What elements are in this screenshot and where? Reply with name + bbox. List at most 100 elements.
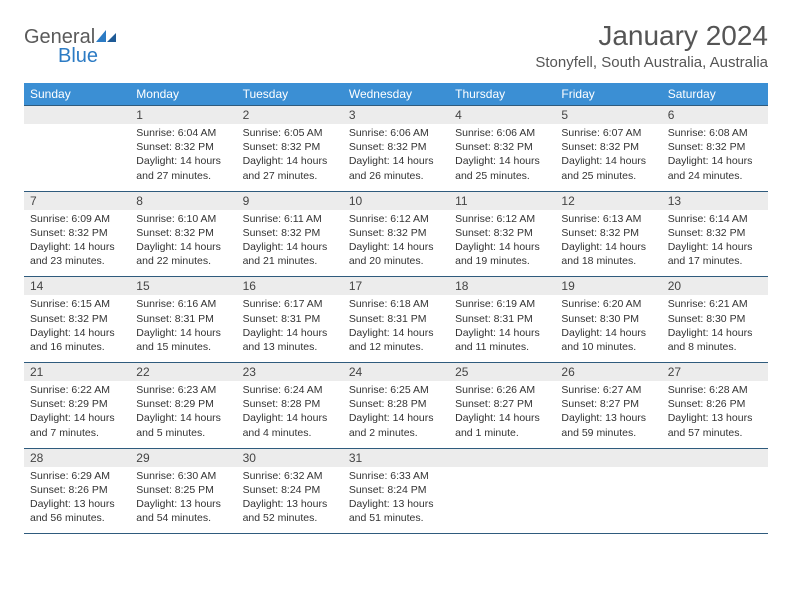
day-details: Sunrise: 6:09 AMSunset: 8:32 PMDaylight:…: [24, 210, 130, 277]
daylight-text: Daylight: 14 hours: [561, 326, 655, 340]
daylight-text: and 13 minutes.: [243, 340, 337, 354]
day-header: Sunday: [24, 83, 130, 106]
sunrise-text: Sunrise: 6:29 AM: [30, 469, 124, 483]
day-details: Sunrise: 6:24 AMSunset: 8:28 PMDaylight:…: [237, 381, 343, 448]
day-cell: 21Sunrise: 6:22 AMSunset: 8:29 PMDayligh…: [24, 363, 130, 449]
day-cell: 17Sunrise: 6:18 AMSunset: 8:31 PMDayligh…: [343, 277, 449, 363]
day-number: 10: [343, 192, 449, 210]
header: GeneralBlue January 2024 Stonyfell, Sout…: [24, 20, 768, 71]
day-cell: 12Sunrise: 6:13 AMSunset: 8:32 PMDayligh…: [555, 191, 661, 277]
day-cell: 18Sunrise: 6:19 AMSunset: 8:31 PMDayligh…: [449, 277, 555, 363]
daylight-text: and 27 minutes.: [243, 169, 337, 183]
daylight-text: and 4 minutes.: [243, 426, 337, 440]
daylight-text: and 52 minutes.: [243, 511, 337, 525]
sunset-text: Sunset: 8:32 PM: [349, 140, 443, 154]
day-cell: 20Sunrise: 6:21 AMSunset: 8:30 PMDayligh…: [662, 277, 768, 363]
day-header: Monday: [130, 83, 236, 106]
daylight-text: and 11 minutes.: [455, 340, 549, 354]
day-number: 1: [130, 106, 236, 124]
day-cell: 26Sunrise: 6:27 AMSunset: 8:27 PMDayligh…: [555, 363, 661, 449]
day-details: Sunrise: 6:10 AMSunset: 8:32 PMDaylight:…: [130, 210, 236, 277]
day-cell: 19Sunrise: 6:20 AMSunset: 8:30 PMDayligh…: [555, 277, 661, 363]
sunset-text: Sunset: 8:32 PM: [30, 226, 124, 240]
day-details: Sunrise: 6:20 AMSunset: 8:30 PMDaylight:…: [555, 295, 661, 362]
daylight-text: and 18 minutes.: [561, 254, 655, 268]
daylight-text: Daylight: 14 hours: [349, 154, 443, 168]
day-header: Wednesday: [343, 83, 449, 106]
daylight-text: Daylight: 14 hours: [30, 326, 124, 340]
day-cell: 30Sunrise: 6:32 AMSunset: 8:24 PMDayligh…: [237, 448, 343, 534]
day-number: 14: [24, 277, 130, 295]
day-number: 5: [555, 106, 661, 124]
day-details: Sunrise: 6:28 AMSunset: 8:26 PMDaylight:…: [662, 381, 768, 448]
day-cell: 31Sunrise: 6:33 AMSunset: 8:24 PMDayligh…: [343, 448, 449, 534]
day-number: [662, 449, 768, 467]
sunrise-text: Sunrise: 6:14 AM: [668, 212, 762, 226]
day-number: 16: [237, 277, 343, 295]
day-details: Sunrise: 6:15 AMSunset: 8:32 PMDaylight:…: [24, 295, 130, 362]
daylight-text: and 22 minutes.: [136, 254, 230, 268]
daylight-text: Daylight: 14 hours: [455, 326, 549, 340]
sunrise-text: Sunrise: 6:11 AM: [243, 212, 337, 226]
day-details: Sunrise: 6:21 AMSunset: 8:30 PMDaylight:…: [662, 295, 768, 362]
sunset-text: Sunset: 8:32 PM: [243, 140, 337, 154]
daylight-text: Daylight: 14 hours: [136, 326, 230, 340]
day-number: 7: [24, 192, 130, 210]
day-cell: 1Sunrise: 6:04 AMSunset: 8:32 PMDaylight…: [130, 106, 236, 192]
week-row: 28Sunrise: 6:29 AMSunset: 8:26 PMDayligh…: [24, 448, 768, 534]
day-cell: 24Sunrise: 6:25 AMSunset: 8:28 PMDayligh…: [343, 363, 449, 449]
sunrise-text: Sunrise: 6:26 AM: [455, 383, 549, 397]
daylight-text: Daylight: 14 hours: [136, 411, 230, 425]
day-details: Sunrise: 6:18 AMSunset: 8:31 PMDaylight:…: [343, 295, 449, 362]
sunrise-text: Sunrise: 6:06 AM: [455, 126, 549, 140]
sunrise-text: Sunrise: 6:19 AM: [455, 297, 549, 311]
sunset-text: Sunset: 8:28 PM: [243, 397, 337, 411]
sunrise-text: Sunrise: 6:12 AM: [349, 212, 443, 226]
sunrise-text: Sunrise: 6:17 AM: [243, 297, 337, 311]
day-number: 8: [130, 192, 236, 210]
day-cell: 3Sunrise: 6:06 AMSunset: 8:32 PMDaylight…: [343, 106, 449, 192]
day-number: 25: [449, 363, 555, 381]
day-details: Sunrise: 6:14 AMSunset: 8:32 PMDaylight:…: [662, 210, 768, 277]
daylight-text: and 19 minutes.: [455, 254, 549, 268]
day-cell: 23Sunrise: 6:24 AMSunset: 8:28 PMDayligh…: [237, 363, 343, 449]
day-cell: 11Sunrise: 6:12 AMSunset: 8:32 PMDayligh…: [449, 191, 555, 277]
sunrise-text: Sunrise: 6:22 AM: [30, 383, 124, 397]
day-details: Sunrise: 6:33 AMSunset: 8:24 PMDaylight:…: [343, 467, 449, 534]
day-cell: 4Sunrise: 6:06 AMSunset: 8:32 PMDaylight…: [449, 106, 555, 192]
day-details: Sunrise: 6:04 AMSunset: 8:32 PMDaylight:…: [130, 124, 236, 191]
day-number: 12: [555, 192, 661, 210]
sunrise-text: Sunrise: 6:08 AM: [668, 126, 762, 140]
day-cell: [449, 448, 555, 534]
sunset-text: Sunset: 8:32 PM: [668, 226, 762, 240]
day-number: 22: [130, 363, 236, 381]
sunset-text: Sunset: 8:31 PM: [455, 312, 549, 326]
daylight-text: Daylight: 14 hours: [561, 240, 655, 254]
day-details: Sunrise: 6:23 AMSunset: 8:29 PMDaylight:…: [130, 381, 236, 448]
daylight-text: Daylight: 14 hours: [349, 326, 443, 340]
day-number: [555, 449, 661, 467]
day-cell: 9Sunrise: 6:11 AMSunset: 8:32 PMDaylight…: [237, 191, 343, 277]
sunrise-text: Sunrise: 6:18 AM: [349, 297, 443, 311]
day-cell: 13Sunrise: 6:14 AMSunset: 8:32 PMDayligh…: [662, 191, 768, 277]
location-text: Stonyfell, South Australia, Australia: [535, 54, 768, 71]
day-cell: 25Sunrise: 6:26 AMSunset: 8:27 PMDayligh…: [449, 363, 555, 449]
sunrise-text: Sunrise: 6:06 AM: [349, 126, 443, 140]
day-number: 29: [130, 449, 236, 467]
daylight-text: Daylight: 14 hours: [455, 240, 549, 254]
sunset-text: Sunset: 8:32 PM: [668, 140, 762, 154]
day-number: 20: [662, 277, 768, 295]
sunset-text: Sunset: 8:31 PM: [136, 312, 230, 326]
day-details: Sunrise: 6:13 AMSunset: 8:32 PMDaylight:…: [555, 210, 661, 277]
daylight-text: and 17 minutes.: [668, 254, 762, 268]
sunrise-text: Sunrise: 6:28 AM: [668, 383, 762, 397]
day-header-row: Sunday Monday Tuesday Wednesday Thursday…: [24, 83, 768, 106]
week-row: 1Sunrise: 6:04 AMSunset: 8:32 PMDaylight…: [24, 106, 768, 192]
daylight-text: and 10 minutes.: [561, 340, 655, 354]
day-cell: 29Sunrise: 6:30 AMSunset: 8:25 PMDayligh…: [130, 448, 236, 534]
sunrise-text: Sunrise: 6:09 AM: [30, 212, 124, 226]
daylight-text: and 59 minutes.: [561, 426, 655, 440]
sunrise-text: Sunrise: 6:04 AM: [136, 126, 230, 140]
day-number: [24, 106, 130, 124]
daylight-text: Daylight: 14 hours: [30, 411, 124, 425]
